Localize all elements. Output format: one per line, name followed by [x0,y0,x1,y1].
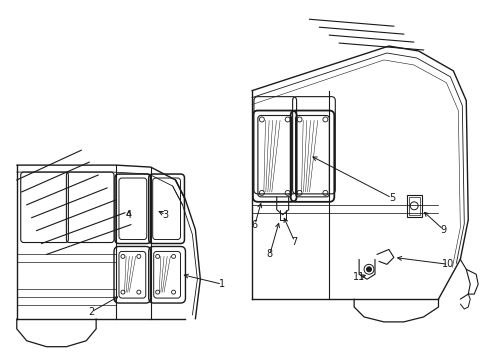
Text: 7: 7 [291,237,297,247]
Text: 10: 10 [441,259,454,269]
Bar [406,195,421,217]
Text: 2: 2 [88,307,94,317]
Bar [408,197,419,215]
Text: 5: 5 [388,193,394,203]
Circle shape [366,267,371,272]
Text: 6: 6 [251,220,258,230]
Text: 9: 9 [440,225,446,235]
Text: 3: 3 [162,210,168,220]
Text: 11: 11 [352,272,365,282]
Text: 8: 8 [266,249,272,260]
Text: 4: 4 [125,210,132,220]
Text: 1: 1 [219,279,225,289]
